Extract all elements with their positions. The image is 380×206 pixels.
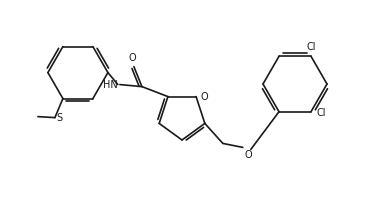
Text: O: O (200, 91, 208, 101)
Text: Cl: Cl (306, 42, 316, 52)
Text: O: O (245, 150, 252, 160)
Text: HN: HN (103, 79, 118, 89)
Text: O: O (128, 52, 136, 62)
Text: Cl: Cl (317, 107, 326, 117)
Text: S: S (56, 112, 62, 122)
